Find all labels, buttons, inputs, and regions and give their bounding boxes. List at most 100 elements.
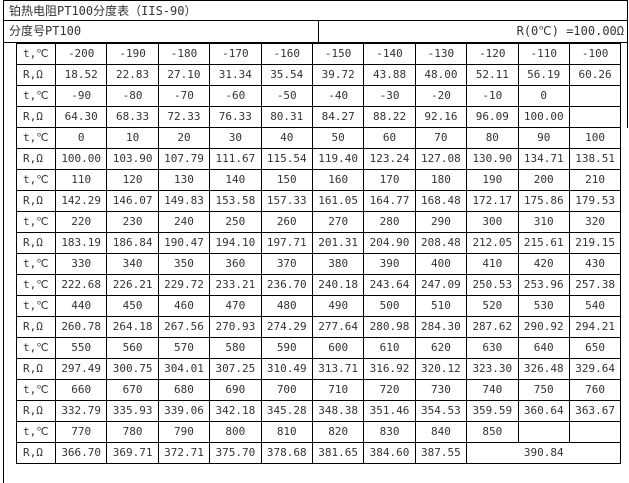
table-cell: 384.60 <box>363 442 416 464</box>
table-row: R,Ω 142.29 146.07 149.83 153.58 157.33 161.05 1… <box>16 190 622 212</box>
table-cell: 240.18 <box>311 274 365 296</box>
table-cell <box>568 421 622 443</box>
row-label: R,Ω <box>16 190 56 212</box>
table-cell: 247.09 <box>414 274 468 296</box>
table-cell: 390.84 <box>466 442 622 464</box>
table-row: R,Ω 297.49 300.75 304.01 307.25 310.49 313.71 3… <box>16 358 622 380</box>
table-cell: 820 <box>311 421 365 443</box>
table-cell: -90 <box>54 85 108 107</box>
table-cell: 50 <box>311 127 365 149</box>
table-cell: 770 <box>54 421 108 443</box>
table-cell: 39.72 <box>311 64 365 86</box>
table-cell: 600 <box>311 337 365 359</box>
table-cell: 340 <box>106 253 159 275</box>
row-label: R,Ω <box>16 316 56 338</box>
table-cell: 750 <box>517 379 570 401</box>
table-cell: 270 <box>311 211 365 233</box>
table-cell: 420 <box>517 253 570 275</box>
table-cell: -110 <box>517 43 570 65</box>
table-cell: 229.72 <box>157 274 211 296</box>
table-cell: 233.21 <box>209 274 262 296</box>
table-cell: 320 <box>568 211 622 233</box>
table-cell: 287.62 <box>466 316 519 338</box>
table-cell: 119.40 <box>311 148 365 170</box>
table-cell: -100 <box>568 43 622 65</box>
table-cell: 790 <box>157 421 211 443</box>
table-cell: 253.96 <box>517 274 570 296</box>
table-cell: 620 <box>414 337 468 359</box>
table-cell: 230 <box>106 211 159 233</box>
table-cell: 56.19 <box>517 64 570 86</box>
table-row: t,℃ -90 -80 -70 -60 -50 -40 -30 -20 -10 0 <box>16 85 622 107</box>
table-cell: 400 <box>414 253 468 275</box>
table-cell: 530 <box>517 295 570 317</box>
table-cell: 650 <box>568 337 622 359</box>
table-cell <box>517 421 570 443</box>
row-label: t,℃ <box>16 274 56 296</box>
table-cell: 100 <box>568 127 622 149</box>
table-cell: 100.00 <box>517 106 570 128</box>
table-row: t,℃ 222.68 226.21 229.72 233.21 236.70 240.18 2… <box>16 274 622 296</box>
resistance-table: t,℃ -200 -190 -180 -170 -160 -150 -140 -130 -120-… <box>16 43 622 464</box>
table-cell: 304.01 <box>157 358 211 380</box>
table-cell: 345.28 <box>260 400 313 422</box>
table-cell: 335.93 <box>106 400 159 422</box>
table-cell: -30 <box>363 85 416 107</box>
table-cell: 378.68 <box>260 442 313 464</box>
table-cell: 80 <box>466 127 519 149</box>
table-cell: 274.29 <box>260 316 313 338</box>
table-cell: 180 <box>414 169 468 191</box>
table-row: R,Ω 64.30 68.33 72.33 76.33 80.31 84.27 88.22 92… <box>16 106 622 128</box>
table-cell: 540 <box>568 295 622 317</box>
table-cell: 0 <box>517 85 570 107</box>
table-cell: 326.48 <box>517 358 570 380</box>
table-cell: 360 <box>209 253 262 275</box>
table-cell: -70 <box>157 85 211 107</box>
table-cell: 332.79 <box>54 400 108 422</box>
graduation-label: 分度号PT100 <box>9 24 82 38</box>
table-cell: 130.90 <box>466 148 519 170</box>
table-title: 铂热电阻PT100分度表（IIS-90） <box>3 0 628 21</box>
table-row: t,℃ 440 450 460 470 480 490 500 510 520 530 540 <box>16 295 622 317</box>
table-cell: 35.54 <box>260 64 313 86</box>
table-cell: 260.78 <box>54 316 108 338</box>
table-cell: -50 <box>260 85 313 107</box>
table-cell: 149.83 <box>157 190 211 212</box>
table-cell: 363.67 <box>568 400 622 422</box>
row-label: R,Ω <box>16 148 56 170</box>
table-cell: 130 <box>157 169 211 191</box>
table-cell: 84.27 <box>311 106 365 128</box>
table-cell: 170 <box>363 169 416 191</box>
table-cell: 142.29 <box>54 190 108 212</box>
table-cell: 197.71 <box>260 232 313 254</box>
table-cell: 329.64 <box>568 358 622 380</box>
table-row: t,℃ -200 -190 -180 -170 -160 -150 -140 -130 -120-… <box>16 43 622 65</box>
table-cell: 164.77 <box>363 190 416 212</box>
table-cell: 381.65 <box>311 442 365 464</box>
table-cell: 140 <box>209 169 262 191</box>
table-cell: 68.33 <box>106 106 159 128</box>
table-cell: -60 <box>209 85 262 107</box>
table-cell: 120 <box>106 169 159 191</box>
row-label: t,℃ <box>16 337 56 359</box>
table-cell: 64.30 <box>54 106 108 128</box>
table-cell: 348.38 <box>311 400 365 422</box>
table-cell: 146.07 <box>106 190 159 212</box>
table-cell: 800 <box>209 421 262 443</box>
table-cell: -140 <box>363 43 416 65</box>
table-cell: 204.90 <box>363 232 416 254</box>
table-cell: 150 <box>260 169 313 191</box>
table-cell: 260 <box>260 211 313 233</box>
table-cell: 500 <box>363 295 416 317</box>
table-cell: 780 <box>106 421 159 443</box>
table-cell: 430 <box>568 253 622 275</box>
row-label: R,Ω <box>16 232 56 254</box>
table-cell: 0 <box>54 127 108 149</box>
table-cell: 290.92 <box>517 316 570 338</box>
table-cell: 307.25 <box>209 358 262 380</box>
table-cell: 161.05 <box>311 190 365 212</box>
row-label: R,Ω <box>16 64 56 86</box>
table-cell: 222.68 <box>54 274 108 296</box>
table-cell: 387.55 <box>414 442 468 464</box>
